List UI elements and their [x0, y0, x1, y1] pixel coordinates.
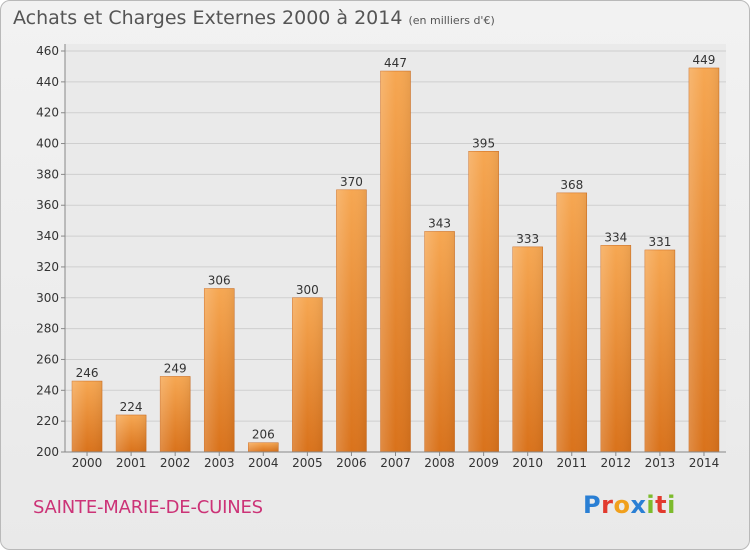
x-tick-label: 2009	[468, 456, 499, 470]
y-tick-label: 380	[36, 167, 59, 181]
logo-letter: P	[583, 491, 602, 519]
y-tick-label: 400	[36, 137, 59, 151]
bar-shade	[292, 297, 323, 452]
y-tick-label: 360	[36, 198, 59, 212]
x-tick-label: 2007	[380, 456, 411, 470]
x-tick-label: 2000	[72, 456, 103, 470]
y-tick-label: 420	[36, 106, 59, 120]
chart-title: Achats et Charges Externes 2000 à 2014 (e…	[13, 7, 495, 29]
y-tick-label: 440	[36, 75, 59, 89]
x-tick-label: 2006	[336, 456, 367, 470]
bar-value-label: 343	[428, 216, 451, 230]
x-tick-label: 2012	[601, 456, 632, 470]
x-tick-label: 2010	[512, 456, 543, 470]
bar-shade	[336, 189, 367, 453]
bar-shade	[556, 192, 587, 452]
y-tick-label: 460	[36, 44, 59, 58]
logo-letter: r	[601, 491, 614, 519]
y-tick-label: 240	[36, 383, 59, 397]
bar-value-label: 246	[76, 366, 99, 380]
x-tick-label: 2003	[204, 456, 235, 470]
y-tick-label: 200	[36, 445, 59, 459]
bar-shade	[72, 381, 103, 452]
logo-letter: i	[667, 491, 676, 519]
x-tick-label: 2013	[645, 456, 676, 470]
bar-shade	[248, 442, 279, 452]
bars	[71, 67, 720, 453]
bar-value-label: 449	[693, 53, 716, 67]
bar-value-label: 224	[120, 400, 143, 414]
y-tick-label: 340	[36, 229, 59, 243]
bar-value-label: 333	[516, 232, 539, 246]
bar-value-label: 368	[560, 178, 583, 192]
bar-shade	[468, 151, 499, 452]
bar-shade	[512, 246, 543, 452]
y-tick-label: 260	[36, 352, 59, 366]
bar-shade	[380, 71, 411, 453]
commune-name: SAINTE-MARIE-DE-CUINES	[33, 497, 263, 518]
logo-letter: x	[630, 491, 647, 519]
x-tick-label: 2002	[160, 456, 191, 470]
value-labels: 246 224 249 306 206 300 370 447 343 395 333 368 334 3…	[76, 53, 716, 442]
logo-letter: t	[655, 491, 668, 519]
bar-value-label: 331	[648, 235, 671, 249]
bar-value-label: 300	[296, 283, 319, 297]
y-tick-label: 320	[36, 260, 59, 274]
y-tick-label: 280	[36, 322, 59, 336]
proxiti-logo: Proxiti	[583, 491, 676, 519]
y-tick-label: 300	[36, 291, 59, 305]
bar-value-label: 306	[208, 274, 231, 288]
bar-shade	[688, 67, 719, 452]
bar-shade	[116, 414, 147, 452]
x-tick-label: 2008	[424, 456, 455, 470]
bar-value-label: 249	[164, 361, 187, 375]
x-tick-label: 2004	[248, 456, 279, 470]
logo-letter: o	[613, 491, 631, 519]
chart-title-text: Achats et Charges Externes 2000 à 2014	[13, 7, 403, 29]
bar-shade	[424, 231, 455, 452]
bar-value-label: 395	[472, 136, 495, 150]
bar-value-label: 206	[252, 428, 275, 442]
bar-shade	[600, 245, 631, 452]
bar-shade	[204, 288, 235, 452]
x-axis: 2000 2001 2002 2003 2004 2005 2006 2007 2008 2009…	[65, 451, 726, 470]
y-axis: 200 220 240 260 280 300 320 340 360 380 400 420 440 4…	[36, 44, 66, 459]
bar-shade	[644, 249, 675, 452]
y-tick-label: 220	[36, 414, 59, 428]
bar-value-label: 447	[384, 56, 407, 70]
bar-value-label: 370	[340, 175, 363, 189]
x-tick-label: 2014	[689, 456, 720, 470]
bar-shade	[160, 376, 191, 452]
x-tick-label: 2005	[292, 456, 323, 470]
bar-value-label: 334	[604, 230, 627, 244]
chart-subtitle: (en milliers d'€)	[408, 14, 495, 27]
logo-letter: i	[646, 491, 656, 519]
x-tick-label: 2011	[556, 456, 587, 470]
x-tick-label: 2001	[116, 456, 147, 470]
